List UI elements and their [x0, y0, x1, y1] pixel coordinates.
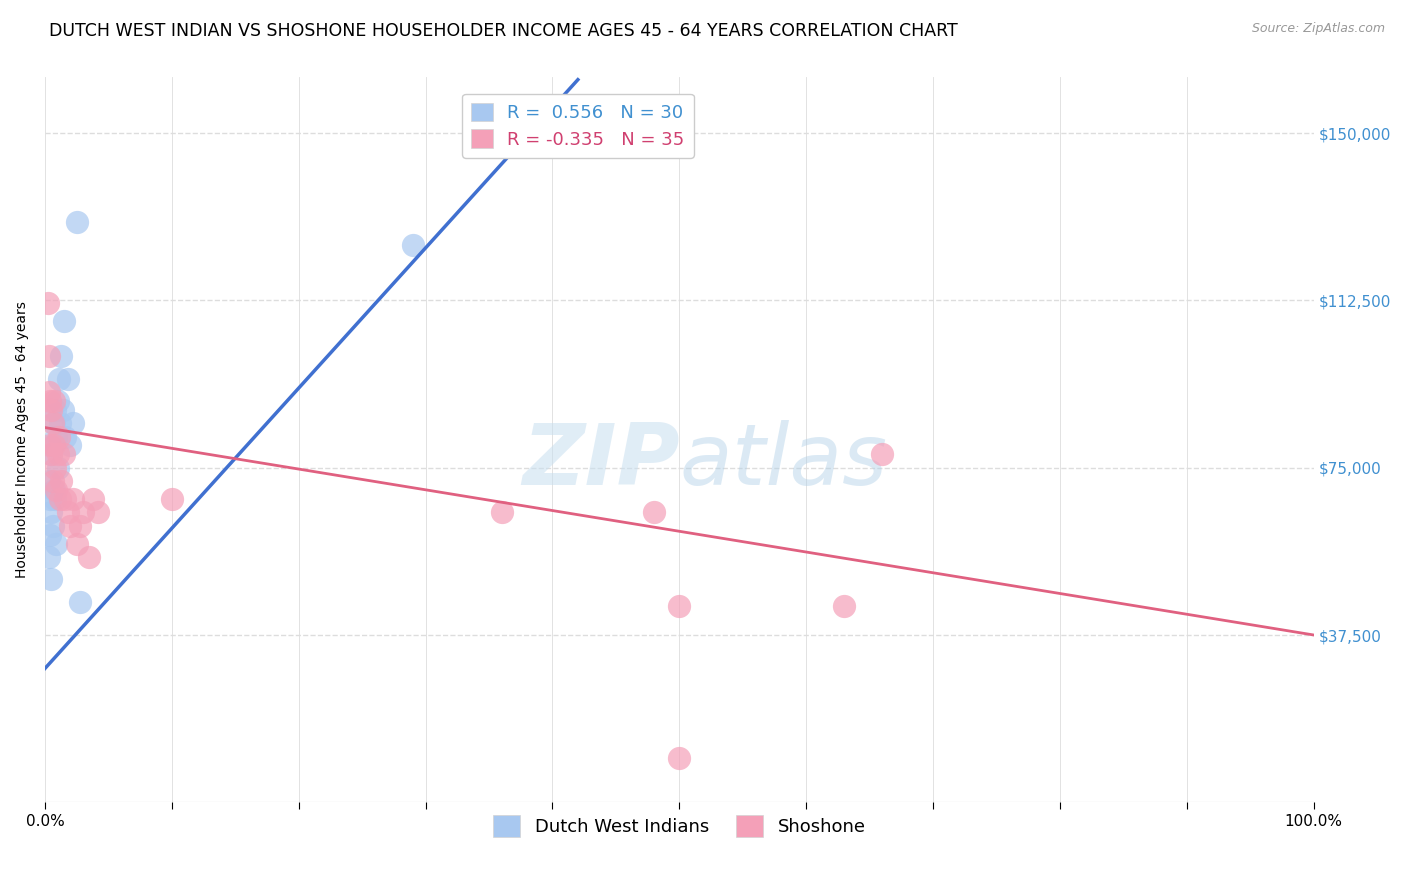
Point [39, 393, 62, 408]
Point [39, 402, 62, 417]
Point [46, 393, 69, 408]
Text: Source: ZipAtlas.com: Source: ZipAtlas.com [1251, 22, 1385, 36]
Point [56, 371, 79, 385]
Point [51, 349, 73, 363]
Text: atlas: atlas [679, 420, 887, 503]
Point [82, 491, 104, 506]
Point [79, 549, 101, 564]
Point [44, 491, 66, 506]
Point [45, 536, 67, 550]
Point [39, 505, 62, 519]
Point [53, 313, 76, 327]
Point [56, 505, 79, 519]
Point [643, 505, 665, 519]
Point [53, 447, 76, 461]
Point [402, 237, 425, 252]
Point [834, 599, 856, 613]
Point [49, 491, 72, 506]
Point [41, 474, 63, 488]
Point [42, 438, 65, 452]
Point [668, 599, 690, 613]
Point [38, 474, 60, 488]
Point [37, 295, 59, 310]
Point [46, 447, 69, 461]
Point [38, 349, 60, 363]
Point [66, 215, 89, 229]
Point [62, 491, 84, 506]
Point [160, 491, 183, 506]
Point [872, 447, 894, 461]
Text: ZIP: ZIP [522, 420, 679, 503]
Point [39, 491, 62, 506]
Point [48, 371, 70, 385]
Point [49, 416, 72, 430]
Point [668, 750, 690, 764]
Point [46, 460, 69, 475]
Point [39, 527, 62, 541]
Point [53, 429, 76, 443]
Point [41, 518, 63, 533]
Point [59, 438, 82, 452]
Point [87, 505, 110, 519]
Point [39, 447, 62, 461]
Point [39, 572, 62, 586]
Point [38, 549, 60, 564]
Point [51, 474, 73, 488]
Point [69, 518, 91, 533]
Point [48, 429, 70, 443]
Point [39, 447, 62, 461]
Point [44, 460, 66, 475]
Point [491, 505, 513, 519]
Point [45, 429, 67, 443]
Legend: Dutch West Indians, Shoshone: Dutch West Indians, Shoshone [486, 807, 873, 844]
Text: DUTCH WEST INDIAN VS SHOSHONE HOUSEHOLDER INCOME AGES 45 - 64 YEARS CORRELATION : DUTCH WEST INDIAN VS SHOSHONE HOUSEHOLDE… [49, 22, 957, 40]
Point [53, 491, 76, 506]
Point [72, 505, 94, 519]
Point [59, 518, 82, 533]
Point [52, 402, 75, 417]
Point [39, 438, 62, 452]
Y-axis label: Householder Income Ages 45 - 64 years: Householder Income Ages 45 - 64 years [15, 301, 30, 578]
Point [62, 416, 84, 430]
Point [44, 402, 66, 417]
Point [42, 393, 65, 408]
Point [41, 416, 63, 430]
Point [41, 438, 63, 452]
Point [42, 416, 65, 430]
Point [42, 483, 65, 497]
Point [66, 536, 89, 550]
Point [529, 135, 551, 149]
Point [38, 384, 60, 399]
Point [69, 594, 91, 608]
Point [45, 483, 67, 497]
